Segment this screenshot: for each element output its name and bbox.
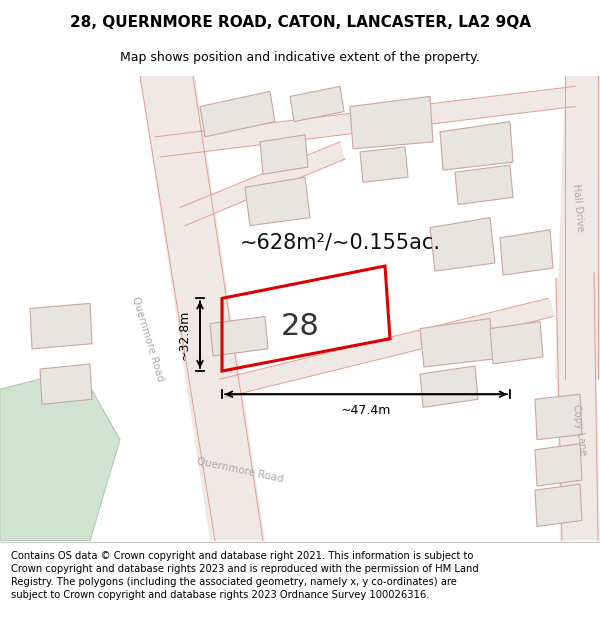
Polygon shape <box>140 76 265 541</box>
Polygon shape <box>535 484 582 526</box>
Text: Quernmore Road: Quernmore Road <box>196 456 284 484</box>
Polygon shape <box>210 316 268 356</box>
Text: ~47.4m: ~47.4m <box>341 404 391 417</box>
Text: Hall Drive: Hall Drive <box>571 183 585 232</box>
Text: 28: 28 <box>281 312 319 341</box>
Text: 28, QUERNMORE ROAD, CATON, LANCASTER, LA2 9QA: 28, QUERNMORE ROAD, CATON, LANCASTER, LA… <box>70 16 530 31</box>
Text: Map shows position and indicative extent of the property.: Map shows position and indicative extent… <box>120 51 480 64</box>
Polygon shape <box>490 321 543 364</box>
Polygon shape <box>200 91 275 137</box>
Polygon shape <box>360 147 408 182</box>
Polygon shape <box>555 273 600 541</box>
Polygon shape <box>180 142 345 226</box>
Polygon shape <box>535 444 582 486</box>
Polygon shape <box>40 364 92 404</box>
Text: ~32.8m: ~32.8m <box>178 309 191 360</box>
Polygon shape <box>430 217 495 271</box>
Polygon shape <box>220 298 555 398</box>
Text: Quernmore Road: Quernmore Road <box>130 295 166 382</box>
Polygon shape <box>30 303 92 349</box>
Polygon shape <box>0 369 120 541</box>
Polygon shape <box>500 230 553 275</box>
Text: ~628m²/~0.155ac.: ~628m²/~0.155ac. <box>239 233 440 253</box>
Polygon shape <box>245 177 310 226</box>
Polygon shape <box>290 86 344 122</box>
Text: Contains OS data © Crown copyright and database right 2021. This information is : Contains OS data © Crown copyright and d… <box>11 551 479 601</box>
Polygon shape <box>350 96 433 149</box>
Polygon shape <box>555 76 600 379</box>
Polygon shape <box>455 165 513 204</box>
Polygon shape <box>420 319 494 367</box>
Text: Copy Lane: Copy Lane <box>571 403 589 456</box>
Polygon shape <box>260 135 308 174</box>
Polygon shape <box>440 122 513 170</box>
Polygon shape <box>155 86 575 157</box>
Polygon shape <box>535 394 582 439</box>
Polygon shape <box>420 366 478 408</box>
